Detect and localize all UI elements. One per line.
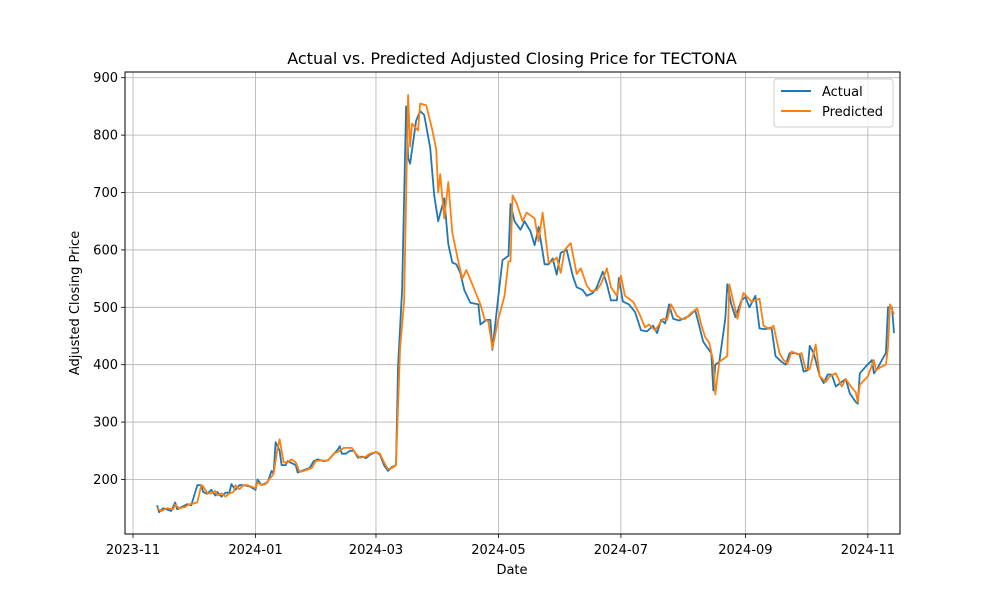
chart-title: Actual vs. Predicted Adjusted Closing Pr… xyxy=(287,49,737,68)
legend-label-actual: Actual xyxy=(822,85,863,100)
x-axis-label: Date xyxy=(496,563,527,578)
legend: Actual Predicted xyxy=(773,78,894,128)
x-tick-label: 2024-11 xyxy=(841,543,895,558)
x-tick-label: 2024-07 xyxy=(594,543,648,558)
y-tick-label: 900 xyxy=(93,71,118,86)
x-tick-label: 2023-11 xyxy=(106,543,160,558)
x-tick-label: 2024-09 xyxy=(718,543,772,558)
y-tick-label: 600 xyxy=(93,243,118,258)
series-lines xyxy=(156,94,895,514)
series-line-actual xyxy=(156,105,895,514)
y-tick-label: 300 xyxy=(93,416,118,431)
plot-frame xyxy=(124,71,901,535)
y-tick-label: 200 xyxy=(93,473,118,488)
y-tick-label: 700 xyxy=(93,186,118,201)
series-line-predicted xyxy=(156,94,895,512)
x-tick-label: 2024-05 xyxy=(471,543,525,558)
grid xyxy=(125,72,900,534)
y-axis-label: Adjusted Closing Price xyxy=(68,231,83,375)
legend-label-predicted: Predicted xyxy=(822,105,883,120)
y-tick-label: 500 xyxy=(93,301,118,316)
y-tick-label: 800 xyxy=(93,129,118,144)
y-tick-label: 400 xyxy=(93,358,118,373)
x-tick-label: 2024-01 xyxy=(228,543,282,558)
x-tick-label: 2024-03 xyxy=(349,543,403,558)
axis-ticks: 2023-11 2024-01 2024-03 2024-05 2024-07 2024-… xyxy=(93,71,895,558)
